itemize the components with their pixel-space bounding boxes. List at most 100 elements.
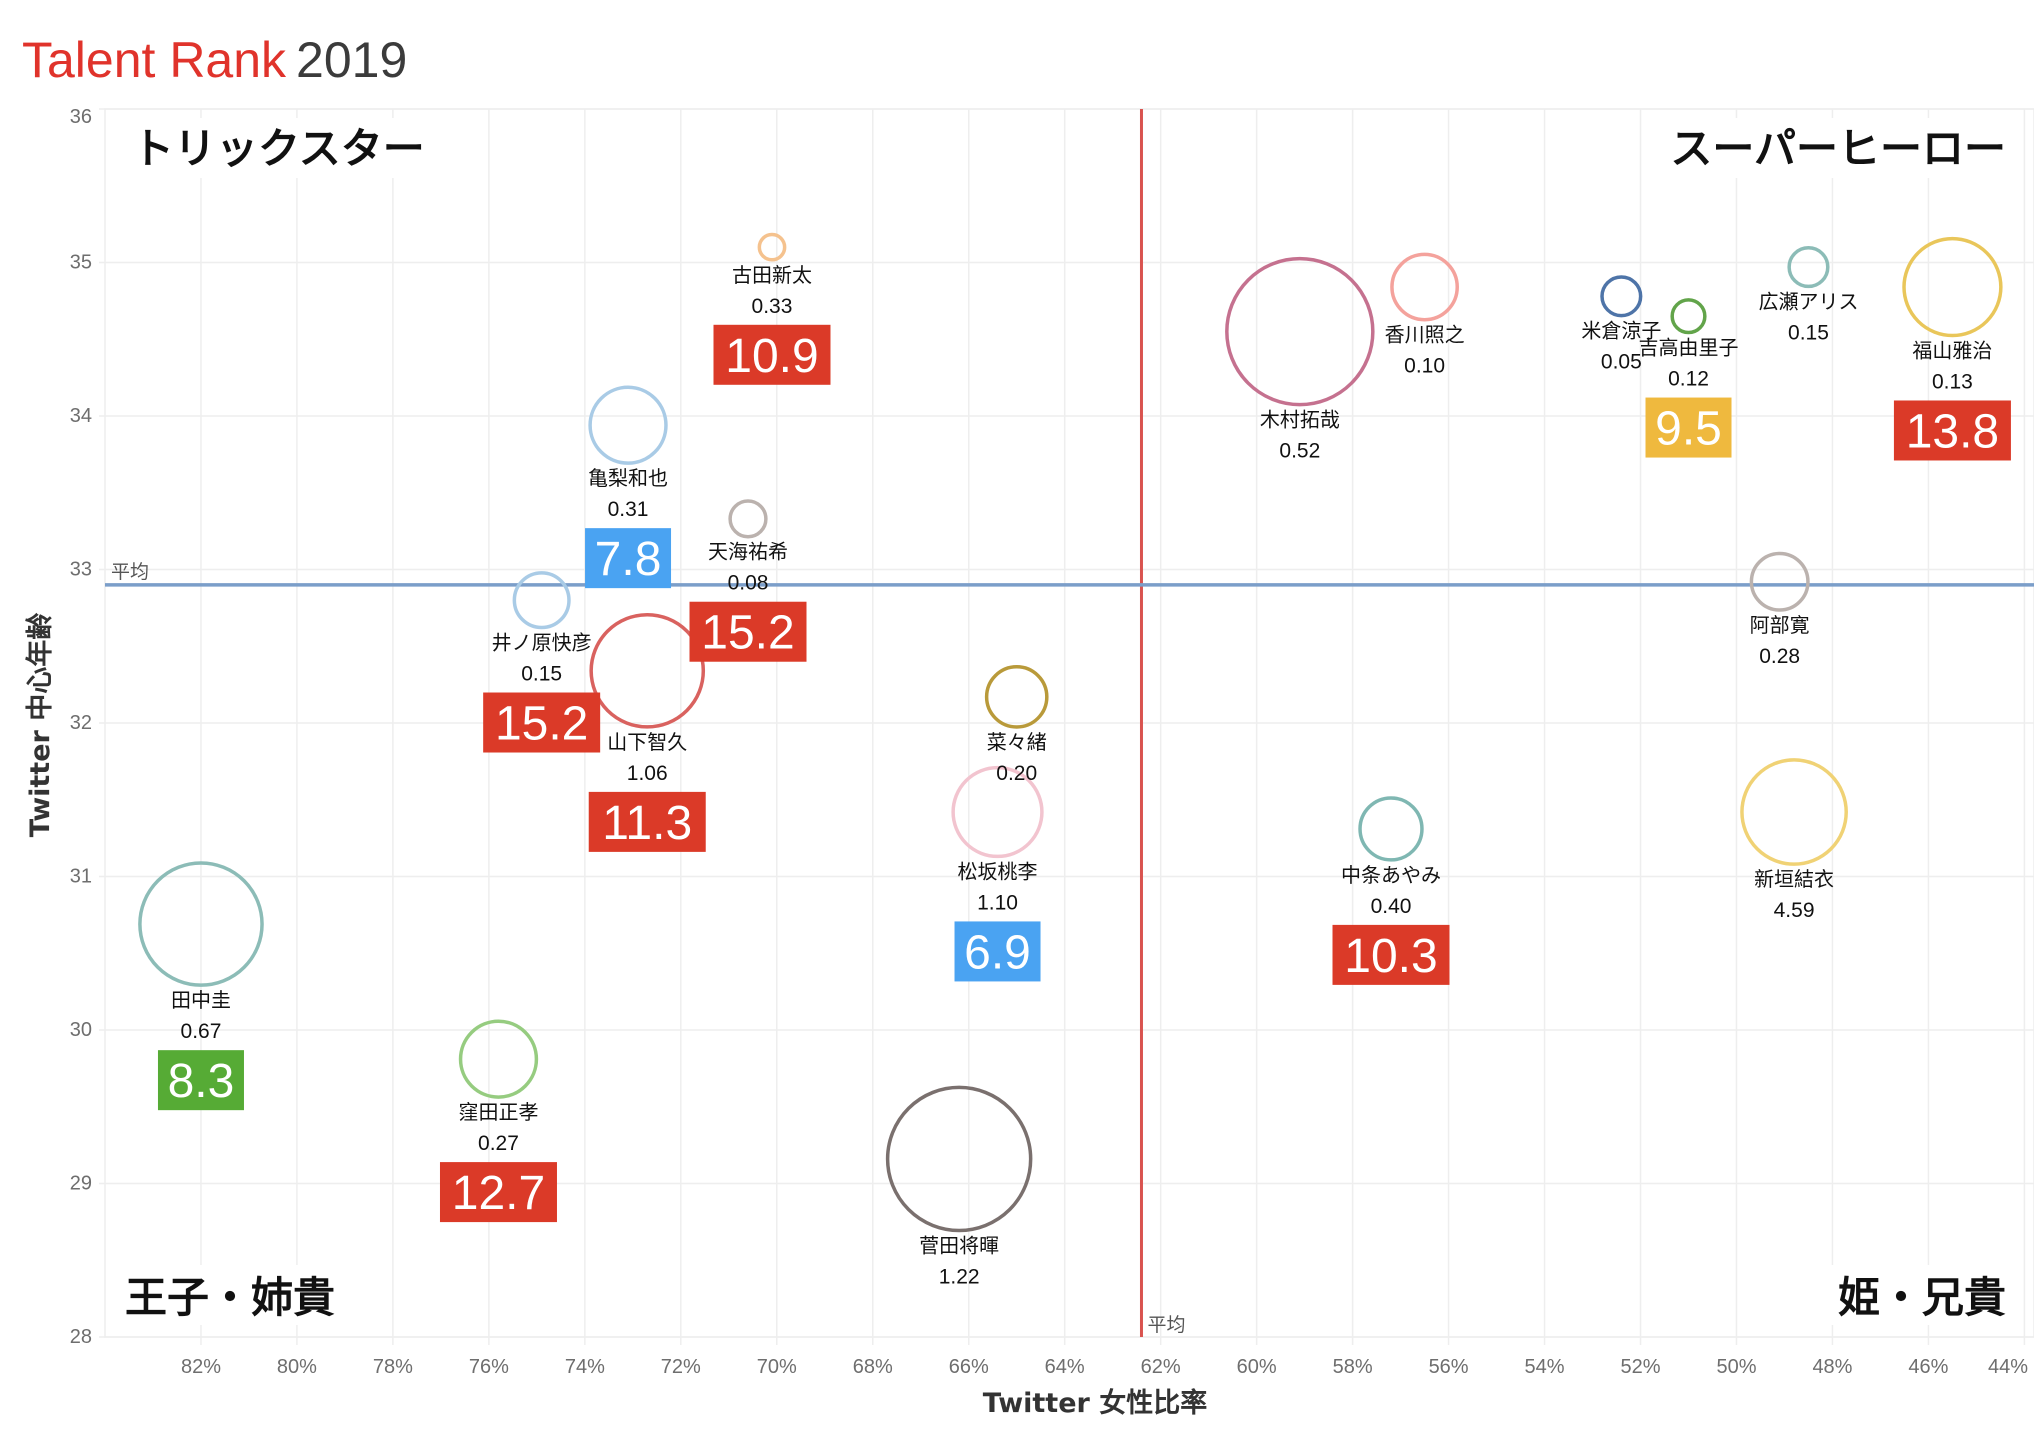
- bubble-label-group: 広瀬アリス 0.15: [1758, 289, 1858, 344]
- bubble-value: 0.15: [521, 663, 562, 686]
- bubble-value: 0.67: [181, 1020, 222, 1043]
- quadrant-label-top-right: スーパーヒーロー: [1670, 124, 2006, 173]
- quadrant-bg-bottom-right: [1815, 1265, 2015, 1325]
- bubble-label-group: 米倉涼子 0.05: [1581, 319, 1661, 374]
- bubble-name: 阿部寛: [1750, 613, 1810, 637]
- x-tick-label: 56%: [1429, 1356, 1469, 1378]
- bubble[interactable]: [728, 499, 768, 539]
- rank-value: 11.3: [602, 797, 692, 850]
- grid: [99, 108, 2034, 1345]
- bubble[interactable]: [885, 1085, 1033, 1233]
- x-tick-label: 80%: [277, 1356, 317, 1378]
- bubble[interactable]: [1787, 246, 1830, 289]
- x-tick-label: 58%: [1333, 1356, 1373, 1378]
- bubble[interactable]: [1740, 758, 1848, 866]
- quadrant-labels: トリックスター スーパーヒーロー 王子・姉貴 姫・兄貴: [115, 118, 2020, 1325]
- y-tick-label: 36: [70, 106, 92, 128]
- bubble-value: 0.33: [752, 295, 793, 318]
- quadrant-bg-top-left: [120, 118, 460, 178]
- bubble[interactable]: [512, 571, 571, 630]
- bubble[interactable]: [757, 232, 787, 262]
- rank-value: 13.8: [1906, 405, 1999, 458]
- x-tick-label: 60%: [1237, 1356, 1277, 1378]
- bubble-label-group: 天海祐希 0.08 15.2: [689, 540, 807, 662]
- bubble-name: 山下智久: [607, 730, 687, 754]
- bubble-value: 1.06: [627, 762, 668, 785]
- y-tick-label: 29: [70, 1173, 92, 1195]
- average-lines: 平均 平均: [105, 109, 2034, 1337]
- bubble-label-group: 香川照之 0.10: [1385, 323, 1465, 378]
- title-brand: Talent Rank: [22, 32, 287, 88]
- bubble[interactable]: [1390, 252, 1459, 322]
- bubble-value: 0.27: [478, 1132, 519, 1155]
- bubble-name: 新垣結衣: [1754, 867, 1834, 891]
- bubble-name: 古田新太: [732, 263, 812, 287]
- y-tick-label: 33: [70, 559, 92, 581]
- x-tick-label: 76%: [469, 1356, 509, 1378]
- bubble-value: 0.05: [1601, 351, 1642, 374]
- bubble-value: 0.31: [608, 498, 649, 521]
- average-x-label: 平均: [1147, 1314, 1185, 1336]
- bubble[interactable]: [1358, 796, 1424, 862]
- bubble-label-group: 田中圭 0.67 8.3: [157, 988, 244, 1111]
- rank-value: 15.2: [495, 698, 588, 751]
- y-axis-title: Twitter 中心年齢: [24, 613, 56, 838]
- x-tick-label: 66%: [949, 1356, 989, 1378]
- bubble[interactable]: [1902, 236, 2003, 338]
- average-y-label: 平均: [111, 561, 149, 583]
- bubble[interactable]: [1749, 551, 1810, 612]
- axes: Twitter 女性比率 Twitter 中心年齢 82% 80% 78% 76% 74…: [24, 106, 2028, 1419]
- y-tick-label: 31: [70, 866, 92, 888]
- rank-badge: [585, 528, 672, 589]
- x-tick-label: 72%: [661, 1356, 701, 1378]
- bubble-value: 0.52: [1279, 440, 1320, 463]
- chart-title: Talent Rank 2019: [22, 30, 407, 90]
- quadrant-bg-bottom-left: [115, 1265, 355, 1325]
- x-tick-label: 78%: [373, 1356, 413, 1378]
- bubble-name: 亀梨和也: [588, 466, 668, 490]
- bubble[interactable]: [951, 765, 1044, 859]
- rank-value: 7.8: [595, 533, 662, 586]
- bubble-name: 米倉涼子: [1581, 319, 1661, 343]
- bubble[interactable]: [588, 385, 668, 465]
- y-tick-label: 35: [70, 252, 92, 274]
- bubble-label-group: 木村拓哉 0.52: [1260, 408, 1340, 463]
- rank-badge: [157, 1050, 244, 1111]
- bubble-value: 1.10: [977, 891, 1018, 914]
- x-axis-title: Twitter 女性比率: [983, 1387, 1208, 1419]
- x-tick-label: 46%: [1908, 1356, 1948, 1378]
- bubbles: [138, 232, 2003, 1233]
- bubble-name: 吉高由里子: [1639, 336, 1739, 360]
- bubble[interactable]: [458, 1019, 539, 1099]
- rank-badge: [954, 921, 1041, 982]
- rank-value: 9.5: [1655, 403, 1722, 456]
- rank-badge: [588, 791, 706, 852]
- bubble-value: 0.28: [1759, 645, 1800, 668]
- x-tick-label: 50%: [1716, 1356, 1756, 1378]
- x-tick-label: 48%: [1812, 1356, 1852, 1378]
- bubble-label-group: 福山雅治 0.13 13.8: [1893, 338, 2011, 461]
- bubble-label-group: 亀梨和也 0.31 7.8: [585, 466, 672, 589]
- bubble-value: 0.08: [728, 572, 769, 595]
- bubble[interactable]: [1225, 256, 1375, 407]
- bubble[interactable]: [984, 665, 1049, 729]
- y-tick-label: 28: [70, 1326, 92, 1348]
- bubble[interactable]: [1670, 298, 1707, 335]
- rank-badge: [483, 692, 601, 753]
- bubble[interactable]: [589, 612, 706, 729]
- bubble-name: 天海祐希: [708, 540, 788, 564]
- bubble-value: 0.13: [1932, 370, 1973, 393]
- bubble-value: 4.59: [1774, 899, 1815, 922]
- bubble-label-group: 新垣結衣 4.59: [1754, 867, 1834, 922]
- bubble-name: 福山雅治: [1912, 338, 1992, 362]
- bubble-label-group: 中条あやみ 0.40 10.3: [1332, 863, 1450, 985]
- x-tick-label: 44%: [1988, 1356, 2028, 1378]
- bubble[interactable]: [138, 861, 264, 987]
- bubble-value: 0.10: [1404, 355, 1445, 378]
- bubble-value: 0.15: [1788, 321, 1829, 344]
- bubble[interactable]: [1600, 275, 1643, 318]
- bubble-name: 木村拓哉: [1260, 408, 1340, 432]
- bubble-name: 香川照之: [1385, 323, 1465, 347]
